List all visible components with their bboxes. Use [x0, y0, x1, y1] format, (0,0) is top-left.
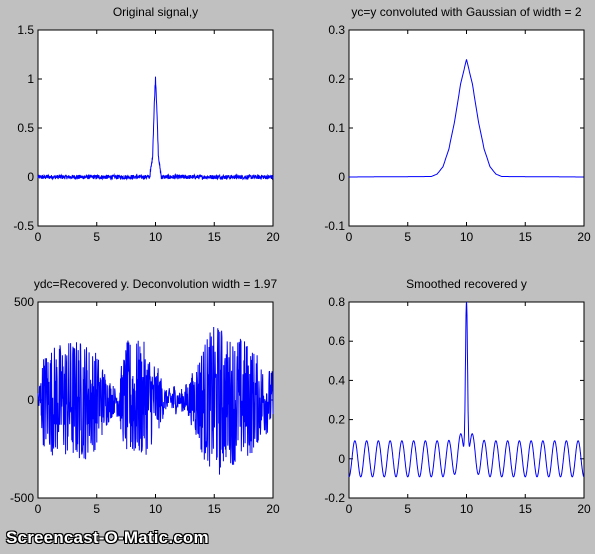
- y-tick-label-1: 1: [27, 72, 34, 86]
- y-tick-label-4: 0.6: [328, 334, 345, 348]
- x-tick-label-2: 5: [404, 230, 411, 244]
- y-tick-label-3: 0: [27, 393, 34, 407]
- y-tick-label-1: 1.5: [17, 23, 34, 37]
- x-tick-label-3: 10: [149, 502, 163, 516]
- y-tick-label-1: -0.5: [13, 219, 34, 233]
- x-tick-label-1: 10: [149, 230, 163, 244]
- x-tick-label-2: 0: [346, 230, 353, 244]
- x-tick-label-1: 15: [208, 230, 222, 244]
- y-tick-label-3: -500: [10, 491, 34, 505]
- x-tick-label-1: 5: [93, 230, 100, 244]
- x-tick-label-3: 5: [93, 502, 100, 516]
- chart-title-4: Smoothed recovered y: [406, 277, 527, 291]
- series-line-1: [37, 76, 274, 181]
- y-tick-label-4: 0.8: [328, 295, 345, 309]
- watermark-label: Screencast-O-Matic.com: [6, 528, 209, 547]
- series-line-2: [349, 59, 584, 178]
- x-tick-label-2: 10: [460, 230, 474, 244]
- y-tick-label-2: 0: [338, 170, 345, 184]
- x-tick-label-4: 5: [404, 502, 411, 516]
- x-tick-label-4: 15: [519, 502, 533, 516]
- y-tick-label-2: 0.3: [328, 23, 345, 37]
- chart-title-2: yc=y convoluted with Gaussian of width =…: [351, 5, 581, 19]
- chart-title-1: Original signal,y: [113, 5, 198, 19]
- x-tick-label-4: 20: [577, 502, 591, 516]
- series-line-4: [348, 301, 585, 478]
- x-tick-label-4: 10: [460, 502, 474, 516]
- x-tick-label-1: 0: [35, 230, 42, 244]
- plot-area-1: [37, 29, 274, 227]
- y-tick-label-4: 0.4: [328, 373, 345, 387]
- y-tick-label-3: 500: [14, 295, 34, 309]
- x-tick-label-3: 15: [208, 502, 222, 516]
- x-tick-label-4: 0: [346, 502, 353, 516]
- y-tick-label-1: 0.5: [17, 121, 34, 135]
- y-tick-label-4: 0: [338, 452, 345, 466]
- series-line-3: [37, 326, 274, 475]
- plot-area-4: [348, 301, 585, 499]
- y-tick-label-2: 0.2: [328, 72, 345, 86]
- y-tick-label-2: 0.1: [328, 121, 345, 135]
- x-tick-label-3: 0: [35, 502, 42, 516]
- y-tick-label-1: 0: [27, 170, 34, 184]
- y-tick-label-4: -0.2: [324, 491, 345, 505]
- x-tick-label-1: 20: [266, 230, 280, 244]
- chart-title-3: ydc=Recovered y. Deconvolution width = 1…: [34, 277, 278, 291]
- x-tick-label-3: 20: [266, 502, 280, 516]
- window-edge: [595, 0, 598, 554]
- x-tick-label-2: 15: [519, 230, 533, 244]
- x-tick-label-2: 20: [577, 230, 591, 244]
- y-tick-label-2: -0.1: [324, 219, 345, 233]
- y-tick-label-4: 0.2: [328, 413, 345, 427]
